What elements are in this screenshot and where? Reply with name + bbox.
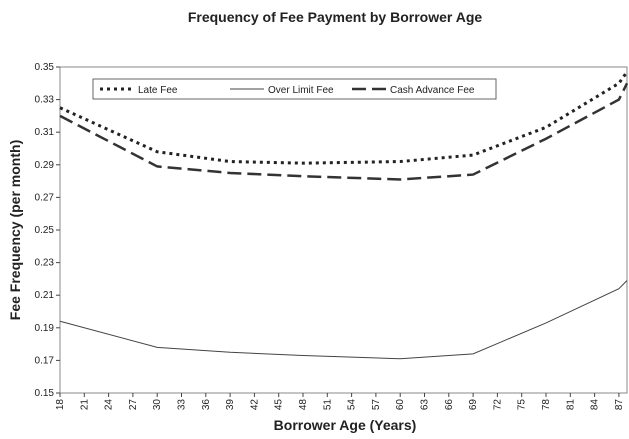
x-tick-label: 87	[614, 399, 625, 411]
y-tick-label: 0.17	[35, 355, 55, 366]
x-tick-label: 69	[468, 399, 479, 411]
x-tick-label: 51	[322, 399, 333, 411]
x-tick-label: 45	[274, 399, 285, 411]
legend-label: Over Limit Fee	[268, 85, 334, 96]
x-tick-label: 63	[420, 399, 431, 411]
x-tick-label: 39	[225, 399, 236, 411]
x-tick-label: 54	[347, 399, 358, 411]
y-tick-label: 0.31	[35, 127, 55, 138]
y-tick-label: 0.19	[35, 323, 55, 334]
x-tick-label: 30	[152, 399, 163, 411]
x-tick-label: 27	[128, 399, 139, 411]
legend-label: Late Fee	[138, 85, 178, 96]
x-tick-label: 48	[298, 399, 309, 411]
x-tick-label: 84	[590, 399, 601, 411]
y-tick-label: 0.23	[35, 258, 55, 269]
x-tick-label: 42	[249, 399, 260, 411]
x-tick-label: 81	[565, 399, 576, 411]
x-tick-label: 57	[371, 399, 382, 411]
y-tick-label: 0.35	[35, 62, 55, 73]
series-line	[59, 280, 628, 360]
x-tick-label: 75	[517, 399, 528, 411]
y-tick-label: 0.33	[35, 95, 55, 106]
y-tick-label: 0.25	[35, 225, 55, 236]
y-tick-label: 0.21	[35, 290, 55, 301]
y-tick-label: 0.29	[35, 160, 55, 171]
x-tick-label: 66	[444, 399, 455, 411]
series-line	[59, 82, 629, 181]
x-tick-label: 36	[201, 399, 212, 411]
y-tick-label: 0.15	[35, 388, 55, 399]
x-tick-label: 18	[55, 399, 66, 411]
x-tick-label: 60	[395, 399, 406, 411]
legend-label: Cash Advance Fee	[390, 85, 475, 96]
x-tick-label: 78	[541, 399, 552, 411]
x-tick-label: 24	[104, 399, 115, 411]
series-line	[59, 71, 629, 165]
legend-box	[92, 78, 497, 100]
chart-title: Frequency of Fee Payment by Borrower Age	[188, 9, 483, 25]
y-tick-label: 0.27	[35, 192, 55, 203]
x-tick-label: 33	[177, 399, 188, 411]
y-axis-label: Fee Frequency (per month)	[7, 140, 23, 320]
x-tick-label: 21	[79, 399, 90, 411]
x-tick-label: 72	[492, 399, 503, 411]
x-axis-label: Borrower Age (Years)	[274, 417, 417, 433]
